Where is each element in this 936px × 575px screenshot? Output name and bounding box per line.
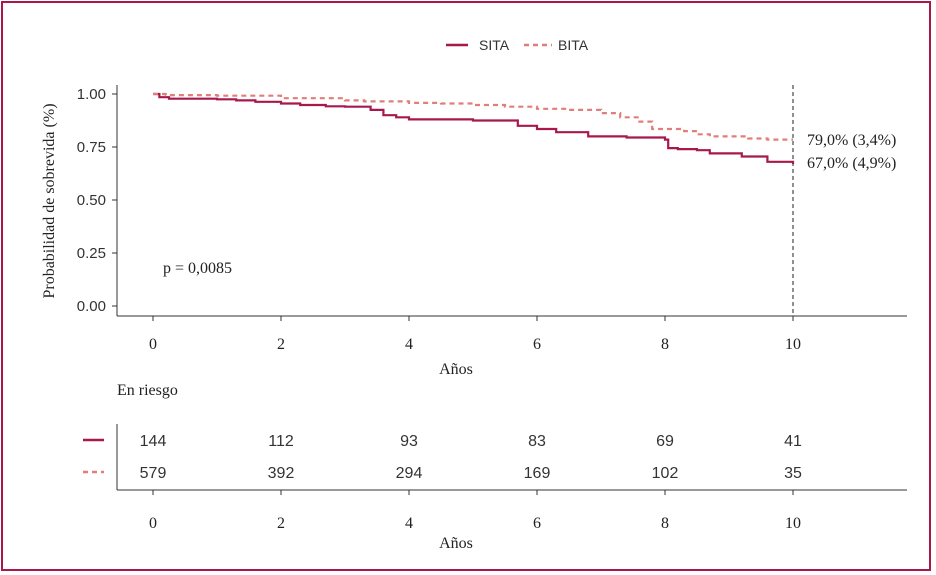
legend: SITA BITA: [446, 37, 589, 53]
risk-value-sita: 83: [528, 433, 546, 450]
risk-value-bita: 579: [140, 465, 167, 482]
risk-x-tick-label: 2: [277, 515, 285, 532]
y-axis-label: Probabilidad de sobrevida (%): [41, 103, 58, 298]
risk-x-tick-label: 0: [149, 515, 157, 532]
y-tick-label: 0.75: [77, 139, 106, 156]
legend-label-sita: SITA: [479, 37, 510, 53]
risk-value-sita: 41: [784, 433, 802, 450]
risk-values: 144 112 93 83 69 41 579 392 294 169 102 35: [140, 433, 802, 482]
p-value-label: p = 0,0085: [163, 260, 232, 277]
x-tick-label: 8: [661, 336, 669, 353]
risk-table-x-label: Años: [439, 535, 473, 552]
end-label-bita: 79,0% (3,4%): [807, 132, 896, 149]
end-label-sita: 67,0% (4,9%): [807, 155, 896, 172]
y-tick-label: 0.50: [77, 192, 106, 209]
risk-x-tick-label: 4: [405, 515, 413, 532]
risk-value-bita: 169: [524, 465, 551, 482]
x-ticks: 0 2 4 6 8 10: [149, 316, 801, 353]
series-line-sita: [153, 92, 795, 164]
y-tick-label: 0.25: [77, 245, 106, 262]
y-tick-label: 1.00: [77, 86, 106, 103]
legend-label-bita: BITA: [558, 37, 589, 53]
risk-value-sita: 144: [140, 433, 167, 450]
x-axis-label: Años: [439, 361, 473, 378]
risk-value-sita: 112: [268, 433, 294, 450]
y-ticks: 0.00 0.25 0.50 0.75 1.00: [77, 86, 117, 315]
x-tick-label: 10: [785, 336, 801, 353]
x-tick-label: 0: [149, 336, 157, 353]
x-tick-label: 4: [405, 336, 413, 353]
risk-value-sita: 69: [656, 433, 674, 450]
series-layer: 67,0% (4,9%) 79,0% (3,4%): [153, 92, 896, 172]
risk-value-bita: 294: [396, 465, 423, 482]
risk-value-sita: 93: [400, 433, 418, 450]
risk-x-ticks: 0 2 4 6 8 10: [149, 490, 801, 532]
x-tick-label: 2: [277, 336, 285, 353]
risk-table-title: En riesgo: [117, 382, 178, 399]
y-tick-label: 0.00: [77, 298, 106, 315]
risk-x-tick-label: 10: [785, 515, 801, 532]
series-line-bita: [153, 92, 793, 141]
risk-value-bita: 102: [652, 465, 679, 482]
risk-x-tick-label: 6: [533, 515, 541, 532]
risk-value-bita: 392: [268, 465, 295, 482]
x-tick-label: 6: [533, 336, 541, 353]
risk-x-tick-label: 8: [661, 515, 669, 532]
risk-value-bita: 35: [784, 465, 802, 482]
